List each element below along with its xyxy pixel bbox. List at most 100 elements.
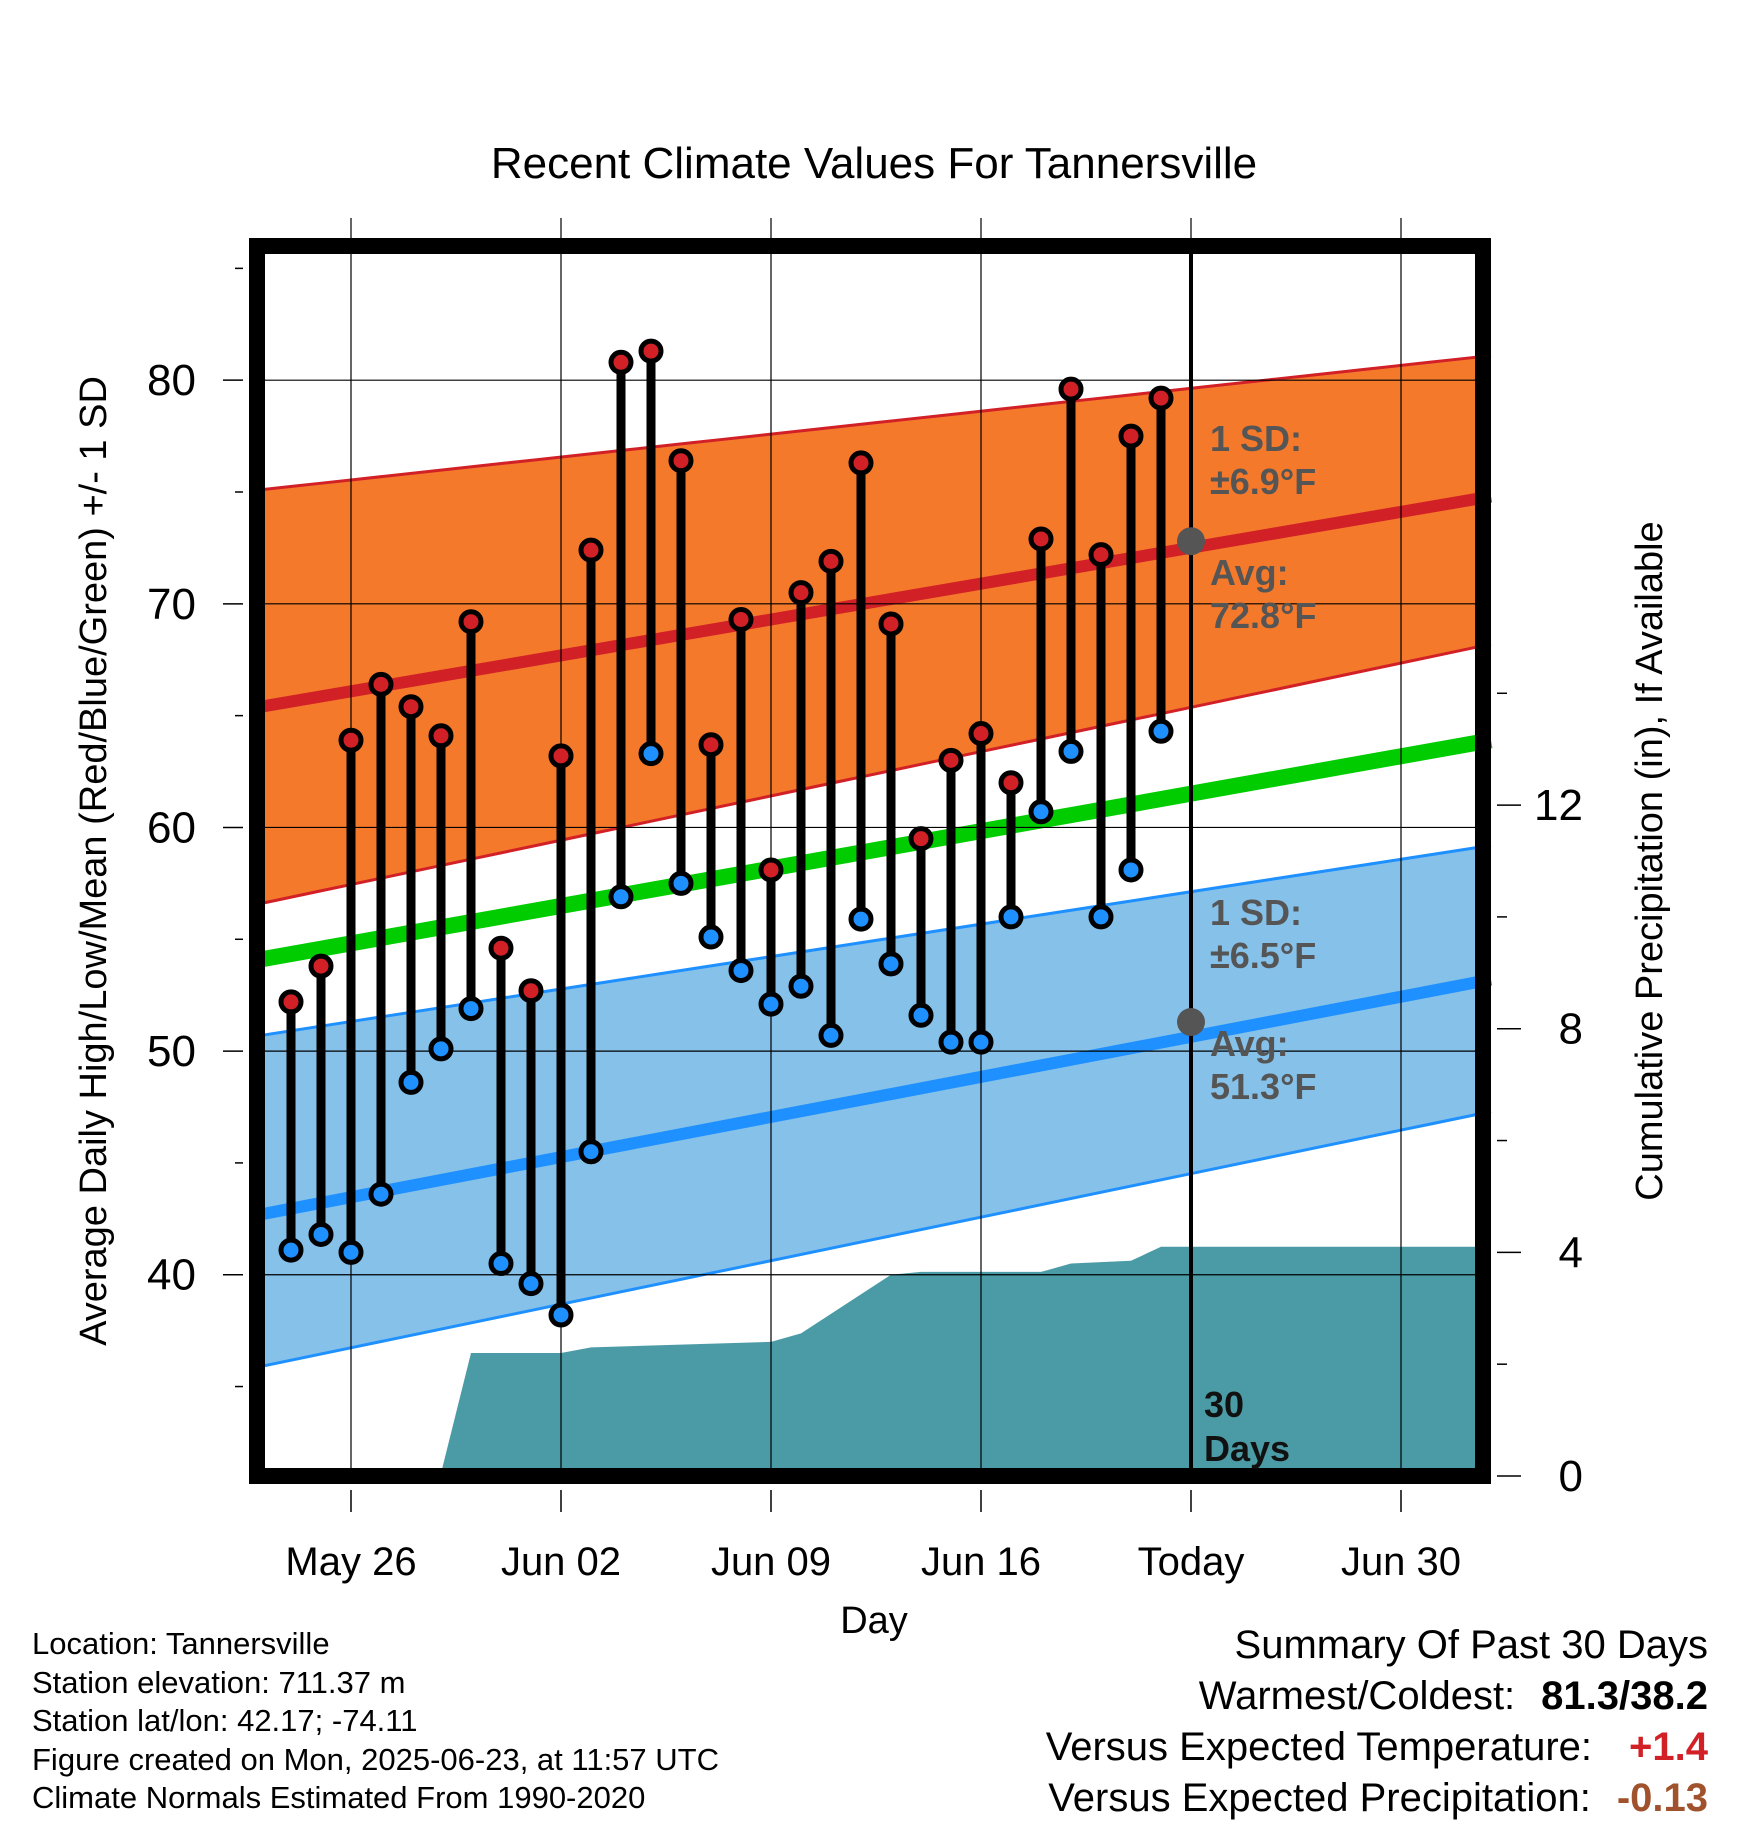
daily-high-point bbox=[578, 537, 604, 563]
daily-high-point bbox=[698, 732, 724, 758]
daily-high-point bbox=[278, 989, 304, 1015]
low-sd-value: ±6.5°F bbox=[1210, 935, 1316, 976]
daily-high-point bbox=[368, 671, 394, 697]
y2-tick-label: 12 bbox=[1534, 781, 1583, 830]
daily-high-point bbox=[338, 727, 364, 753]
daily-low-point bbox=[308, 1221, 334, 1247]
high-avg-label: Avg: bbox=[1210, 552, 1289, 593]
y-tick-label: 80 bbox=[147, 356, 196, 405]
summary-panel: Summary Of Past 30 Days Warmest/Coldest:… bbox=[1046, 1620, 1708, 1824]
daily-high-point bbox=[458, 609, 484, 635]
y-tick-label: 50 bbox=[147, 1027, 196, 1076]
x-tick-label: Jun 02 bbox=[501, 1540, 621, 1584]
plot-border bbox=[249, 238, 1491, 1484]
daily-low-point bbox=[668, 870, 694, 896]
daily-low-point bbox=[1088, 904, 1114, 930]
daily-high-point bbox=[1058, 376, 1084, 402]
daily-low-point bbox=[968, 1029, 994, 1055]
summary-warm-cold-label: Warmest/Coldest: bbox=[1198, 1674, 1516, 1718]
summary-temp-row: Versus Expected Temperature: +1.4 bbox=[1046, 1722, 1708, 1773]
daily-high-point bbox=[818, 548, 844, 574]
daily-low-point bbox=[1148, 718, 1174, 744]
daily-high-point bbox=[908, 826, 934, 852]
high-sd-band-upper-edge bbox=[260, 354, 1492, 492]
x-tick-label: Jun 09 bbox=[711, 1540, 831, 1584]
chart-text: Recent Climate Values For Tannersville Da… bbox=[73, 139, 1671, 1642]
daily-low-point bbox=[998, 904, 1024, 930]
low-sd-band bbox=[261, 845, 1491, 1367]
daily-low-point bbox=[1058, 738, 1084, 764]
plot-frame bbox=[249, 238, 1491, 1484]
normal-mean-line bbox=[259, 732, 1493, 968]
y-tick-label: 40 bbox=[147, 1251, 196, 1300]
daily-high-point bbox=[428, 723, 454, 749]
y2-axis-label: Cumulative Precipitation (in), If Availa… bbox=[1629, 521, 1671, 1200]
footer-created: Figure created on Mon, 2025-06-23, at 11… bbox=[32, 1741, 719, 1777]
daily-low-point bbox=[608, 884, 634, 910]
daily-low-point bbox=[908, 1002, 934, 1028]
daily-low-point bbox=[878, 951, 904, 977]
daily-low-point bbox=[788, 973, 814, 999]
daily-high-point bbox=[788, 580, 814, 606]
high-avg-value: 72.8°F bbox=[1210, 595, 1316, 636]
precip-area bbox=[261, 1246, 1491, 1476]
daily-high-point bbox=[938, 747, 964, 773]
y2-tick-label: 4 bbox=[1559, 1228, 1583, 1277]
chart-title: Recent Climate Values For Tannersville bbox=[491, 139, 1257, 188]
summary-temp-label: Versus Expected Temperature: bbox=[1045, 1725, 1592, 1769]
daily-low-point bbox=[1028, 799, 1054, 825]
daily-low-point bbox=[1118, 857, 1144, 883]
daily-high-point bbox=[668, 448, 694, 474]
daily-high-point bbox=[728, 606, 754, 632]
footer-location: Location: Tannersville bbox=[32, 1626, 330, 1661]
summary-temp-value: +1.4 bbox=[1629, 1725, 1708, 1769]
daily-high-point bbox=[1148, 385, 1174, 411]
x-tick-label: Jun 30 bbox=[1341, 1540, 1461, 1584]
x-tick-label: Today bbox=[1138, 1540, 1245, 1584]
daily-high-point bbox=[758, 857, 784, 883]
high-sd-value: ±6.9°F bbox=[1210, 461, 1316, 502]
y-tick-label: 60 bbox=[147, 803, 196, 852]
daily-high-point bbox=[548, 743, 574, 769]
low-sd-band-lower-edge bbox=[260, 1110, 1492, 1368]
summary-precip-label: Versus Expected Precipitation: bbox=[1048, 1776, 1591, 1820]
daily-low-point bbox=[818, 1022, 844, 1048]
footer-elevation: Station elevation: 711.37 m bbox=[32, 1664, 406, 1700]
daily-low-point bbox=[848, 906, 874, 932]
summary-warm-cold-value: 81.3/38.2 bbox=[1541, 1674, 1708, 1718]
y-axis-label: Average Daily High/Low/Mean (Red/Blue/Gr… bbox=[73, 376, 115, 1346]
daily-low-point bbox=[398, 1069, 424, 1095]
daily-high-point bbox=[848, 450, 874, 476]
daily-high-point bbox=[878, 611, 904, 637]
daily-high-point bbox=[968, 721, 994, 747]
period-label-unit: Days bbox=[1204, 1428, 1290, 1469]
daily-high-point bbox=[1028, 526, 1054, 552]
x-axis-label: Day bbox=[840, 1600, 908, 1642]
daily-high-point bbox=[1088, 542, 1114, 568]
daily-high-point bbox=[608, 349, 634, 375]
low-sd-label: 1 SD: bbox=[1210, 892, 1302, 933]
daily-low-point bbox=[698, 924, 724, 950]
daily-low-point bbox=[518, 1271, 544, 1297]
observations bbox=[278, 338, 1205, 1328]
daily-high-point bbox=[488, 935, 514, 961]
daily-low-point bbox=[728, 958, 754, 984]
precipitation-area bbox=[261, 1246, 1491, 1476]
daily-high-point bbox=[518, 978, 544, 1004]
summary-warm-cold-row: Warmest/Coldest: 81.3/38.2 bbox=[1046, 1671, 1708, 1722]
today-normal-high-marker bbox=[1177, 527, 1205, 556]
y2-tick-label: 8 bbox=[1559, 1005, 1583, 1054]
y2-tick-label: 0 bbox=[1559, 1452, 1583, 1501]
summary-precip-value: -0.13 bbox=[1616, 1776, 1708, 1820]
daily-low-point bbox=[638, 741, 664, 767]
normal-bands bbox=[260, 354, 1492, 1368]
normal-lines bbox=[259, 490, 1493, 1221]
daily-low-point bbox=[758, 991, 784, 1017]
daily-low-point bbox=[488, 1251, 514, 1277]
high-sd-band bbox=[261, 355, 1491, 904]
daily-high-point bbox=[1118, 423, 1144, 449]
low-avg-value: 51.3°F bbox=[1210, 1066, 1316, 1107]
daily-low-point bbox=[368, 1181, 394, 1207]
summary-title: Summary Of Past 30 Days bbox=[1234, 1623, 1708, 1667]
